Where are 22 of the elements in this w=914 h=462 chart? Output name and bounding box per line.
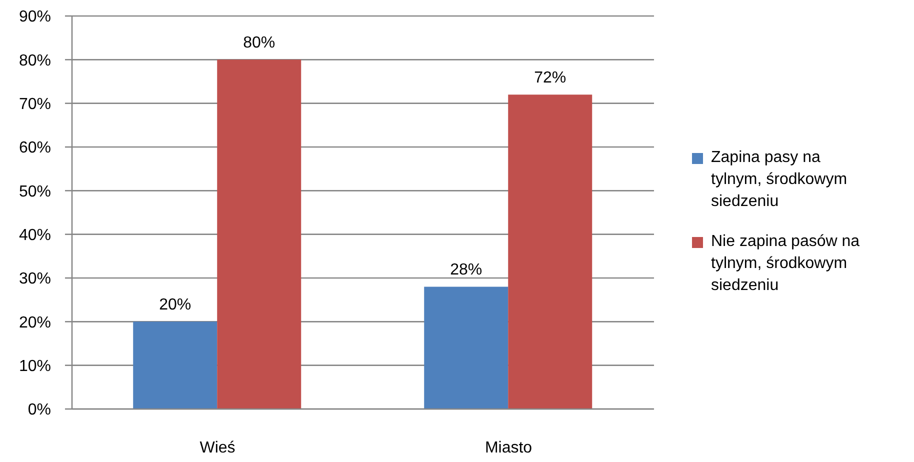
data-label: 72% [534,70,566,87]
legend-label: Zapina pasy na tylnym, środkowym siedzeniu [711,148,848,212]
y-tick-label: 0% [28,402,51,419]
bar [424,286,508,409]
y-tick-label: 40% [18,227,51,244]
y-tick-label: 70% [18,96,51,114]
data-label: 20% [159,296,192,314]
y-tick-label: 30% [18,270,51,288]
bar [217,60,302,409]
y-tick-label: 90% [18,8,51,26]
x-tick-label: Miasto [484,439,532,456]
y-tick-label: 60% [18,140,51,157]
y-tick-label: 20% [18,314,51,332]
y-tick-label: 50% [18,183,51,200]
legend-label: Nie zapina pasów na tylnym, środkowym siedzeniu [711,232,861,296]
bar [508,94,592,409]
bar [133,322,218,409]
y-tick-label: 80% [18,52,51,70]
data-label: 28% [450,262,482,279]
data-label: 80% [243,34,276,52]
y-tick-label: 10% [18,358,51,376]
x-tick-label: Wieś [200,439,236,456]
